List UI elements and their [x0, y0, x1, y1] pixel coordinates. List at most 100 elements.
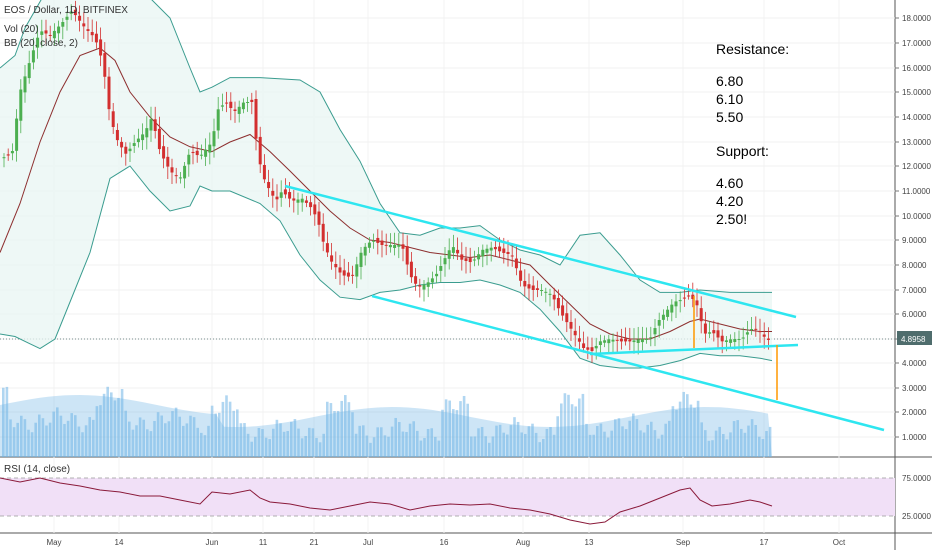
candle-body [405, 246, 409, 265]
volume-bar [221, 401, 225, 457]
candle-body [712, 330, 716, 334]
volume-bar [754, 425, 757, 457]
volume-bar [275, 419, 279, 457]
volume-bar [300, 438, 304, 457]
candle-body [670, 304, 674, 313]
y-tick-label: 6.0000 [902, 310, 927, 319]
volume-bar [232, 410, 235, 457]
volume-legend: Vol (20) [4, 24, 38, 35]
volume-bar [185, 423, 189, 457]
candle-body [678, 300, 682, 302]
candle-body [372, 240, 376, 242]
y-tick-label: 11.0000 [902, 187, 931, 196]
candle-body [279, 192, 283, 198]
volume-bar [12, 427, 16, 457]
volume-bar [138, 417, 142, 457]
candle-body [632, 340, 636, 343]
candle-body [237, 106, 241, 114]
candle-body [10, 151, 14, 154]
volume-bar [174, 407, 178, 457]
volume-bar [444, 399, 448, 457]
candle-body [6, 154, 10, 156]
volume-bar [250, 441, 253, 457]
volume-bar [203, 435, 207, 457]
volume-bar [99, 405, 102, 457]
volume-bar [128, 421, 131, 457]
volume-bar [729, 432, 732, 457]
support-title: Support: [716, 143, 769, 159]
volume-bar [524, 433, 527, 457]
volume-bar [473, 436, 477, 457]
candle-body [153, 119, 157, 131]
candle-body [36, 37, 40, 48]
volume-bar [398, 422, 401, 457]
support-level-3: 2.50! [716, 211, 747, 227]
volume-bar [282, 431, 286, 457]
candle-body [573, 330, 577, 336]
x-tick-label: 14 [115, 538, 124, 547]
volume-bar [236, 409, 239, 457]
candle-body [594, 345, 598, 349]
candle-body [598, 341, 602, 346]
candle-body [57, 26, 61, 34]
rsi-zone [0, 478, 895, 516]
volume-bar [77, 426, 81, 457]
volume-bar [160, 415, 163, 457]
volume-bar [682, 391, 685, 457]
volume-bar [581, 393, 585, 457]
resistance-title: Resistance: [716, 41, 789, 57]
volume-bar [603, 431, 606, 457]
volume-bar [272, 428, 275, 457]
volume-bar [509, 425, 513, 457]
volume-bar [668, 420, 671, 457]
x-tick-label: 13 [585, 538, 594, 547]
rsi-legend: RSI (14, close) [4, 464, 70, 475]
volume-bar [488, 442, 491, 457]
candlesticks [2, 0, 770, 363]
candle-body [94, 33, 98, 43]
candle-body [741, 337, 745, 339]
candle-body [292, 198, 296, 201]
volume-bar [556, 416, 559, 457]
volume-bar [689, 404, 693, 457]
candle-body [27, 63, 31, 79]
candle-body [48, 34, 52, 36]
candle-body [569, 321, 573, 329]
candle-body [603, 340, 607, 343]
volume-bar [333, 411, 336, 457]
volume-bar [491, 436, 495, 457]
volume-bar [74, 415, 77, 457]
candle-body [384, 244, 388, 246]
volume-bar [207, 425, 210, 457]
y-tick-label: 7.0000 [902, 286, 927, 295]
volume-bar [210, 405, 214, 457]
volume-bar [362, 425, 365, 457]
candle-body [733, 339, 737, 343]
volume-bar [650, 421, 653, 457]
volume-bar [9, 419, 12, 457]
volume-bar [2, 387, 5, 457]
y-tick-label: 3.0000 [902, 384, 927, 393]
volume-bar [664, 423, 667, 457]
volume-bar [48, 422, 52, 457]
volume-bar [38, 414, 41, 457]
volume-bar [264, 437, 268, 457]
volume-bar [131, 429, 135, 457]
volume-bar [45, 425, 48, 457]
candle-body [565, 313, 569, 323]
volume-bar [369, 442, 372, 457]
support-line [589, 343, 799, 356]
volume-bar [315, 437, 318, 457]
volume-bar [347, 402, 351, 457]
candle-body [653, 328, 657, 335]
volume-bar [624, 429, 628, 457]
candle-body [44, 30, 48, 34]
volume-bar [23, 419, 27, 457]
candle-body [418, 285, 422, 287]
candle-body [195, 150, 199, 156]
candle-body [166, 156, 170, 167]
candle-body [212, 131, 216, 147]
candle-body [582, 343, 586, 348]
y-tick-label: 4.0000 [902, 359, 927, 368]
volume-bar [322, 433, 325, 457]
